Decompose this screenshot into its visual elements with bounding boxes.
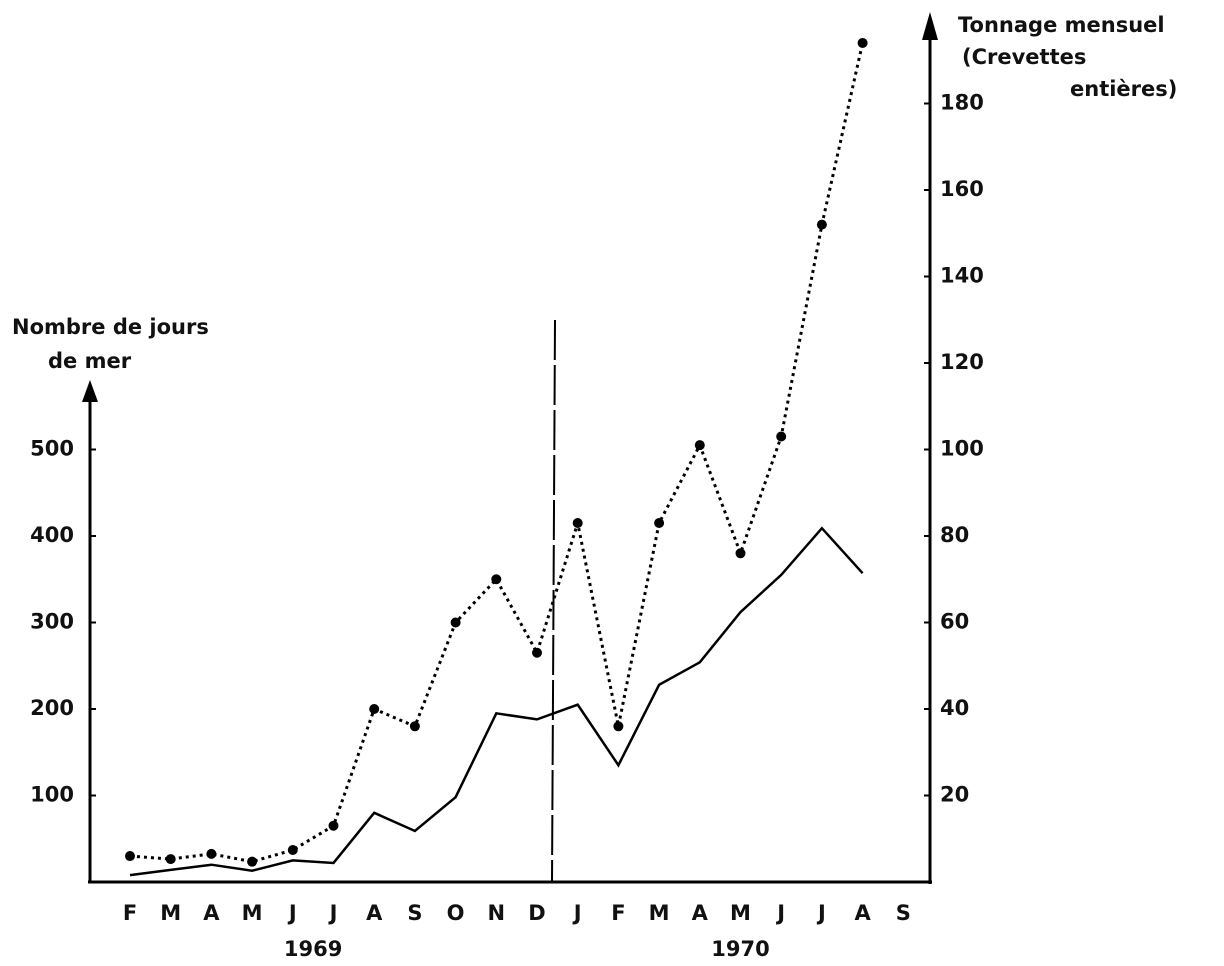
y2-tick-label: 40 <box>940 696 969 720</box>
x-tick-label: M <box>730 901 751 925</box>
x-tick-label: O <box>447 901 465 925</box>
year-label: 1970 <box>711 937 769 961</box>
point <box>247 856 258 867</box>
y-tick-label: 100 <box>30 783 74 807</box>
point <box>450 617 461 628</box>
point <box>369 704 380 714</box>
y-tick-label: 200 <box>30 696 74 720</box>
year-label: 1969 <box>284 937 342 961</box>
x-tick-label: J <box>572 901 582 925</box>
x-tick-label: F <box>611 901 625 925</box>
point <box>735 548 746 559</box>
point <box>613 721 624 732</box>
x-tick-label: J <box>328 901 338 925</box>
x-tick-label: M <box>649 901 670 925</box>
y2-label: Tonnage mensuel <box>958 13 1165 37</box>
y2-tick-label: 80 <box>940 523 969 547</box>
y2-tick-label: 60 <box>940 610 969 634</box>
y2-label: (Crevettes <box>962 45 1086 69</box>
y-tick-label: 300 <box>30 610 74 634</box>
point <box>816 219 827 230</box>
x-tick-label: A <box>854 901 871 925</box>
y-arrow <box>82 380 98 402</box>
point <box>694 440 705 451</box>
x-tick-label: S <box>896 901 911 925</box>
point <box>206 848 217 859</box>
point <box>409 721 420 732</box>
y-tick-label: 400 <box>30 523 74 547</box>
y2-tick-label: 20 <box>940 783 969 807</box>
year-divider <box>551 319 556 883</box>
x-tick-label: J <box>816 901 826 925</box>
y2-label: entières) <box>1070 77 1177 101</box>
series-line <box>129 526 864 877</box>
y2-tick-label: 140 <box>940 264 984 288</box>
y-label: Nombre de jours <box>12 315 209 339</box>
y2-tick-label: 160 <box>940 177 984 201</box>
x-tick-label: M <box>242 901 263 925</box>
point <box>491 574 502 585</box>
series-line <box>129 42 865 864</box>
point <box>572 518 583 529</box>
y-tick-label: 500 <box>30 437 74 461</box>
point <box>776 431 787 442</box>
y2-tick-label: 100 <box>940 437 984 461</box>
x-tick-label: M <box>160 901 181 925</box>
y2-tick-label: 180 <box>940 91 984 115</box>
point <box>532 647 542 658</box>
y2-arrow <box>922 12 938 40</box>
x-tick-label: A <box>366 901 383 925</box>
point <box>125 851 135 862</box>
y-label: de mer <box>48 349 132 373</box>
point <box>654 518 665 529</box>
x-tick-label: J <box>775 901 785 925</box>
point <box>287 844 298 855</box>
x-tick-label: N <box>488 901 506 925</box>
x-tick-label: J <box>287 901 297 925</box>
point <box>165 854 176 865</box>
y2-tick-label: 120 <box>940 350 984 374</box>
x-tick-label: A <box>692 901 709 925</box>
x-tick-label: S <box>407 901 422 925</box>
point <box>857 37 868 48</box>
x-tick-label: D <box>528 901 545 925</box>
x-tick-label: A <box>203 901 220 925</box>
x-tick-label: F <box>123 901 137 925</box>
point <box>328 820 339 831</box>
